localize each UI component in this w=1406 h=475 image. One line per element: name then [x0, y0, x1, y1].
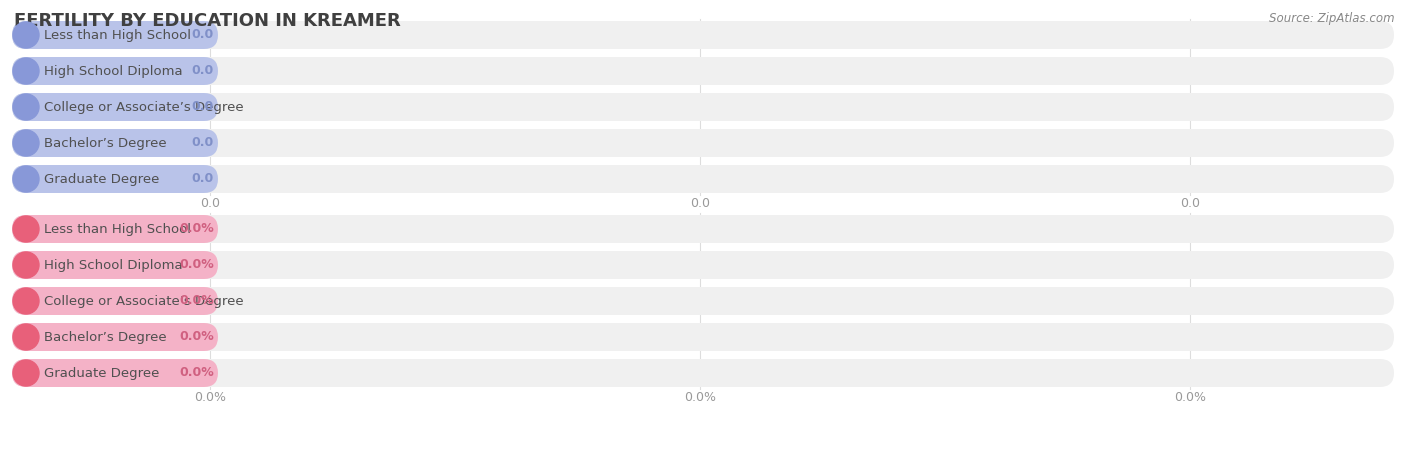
Circle shape	[13, 216, 39, 242]
Text: FERTILITY BY EDUCATION IN KREAMER: FERTILITY BY EDUCATION IN KREAMER	[14, 12, 401, 30]
Text: 0.0%: 0.0%	[1174, 391, 1206, 404]
Text: High School Diploma: High School Diploma	[44, 65, 183, 77]
Text: High School Diploma: High School Diploma	[44, 258, 183, 272]
Text: 0.0: 0.0	[191, 172, 214, 186]
FancyBboxPatch shape	[13, 251, 218, 279]
FancyBboxPatch shape	[13, 323, 218, 351]
Text: 0.0%: 0.0%	[179, 367, 214, 380]
FancyBboxPatch shape	[13, 251, 1393, 279]
Circle shape	[13, 130, 39, 156]
FancyBboxPatch shape	[13, 57, 1393, 85]
Text: Source: ZipAtlas.com: Source: ZipAtlas.com	[1270, 12, 1395, 25]
FancyBboxPatch shape	[13, 287, 1393, 315]
FancyBboxPatch shape	[13, 93, 1393, 121]
Text: 0.0: 0.0	[191, 65, 214, 77]
Text: College or Associate’s Degree: College or Associate’s Degree	[44, 101, 243, 114]
Text: Bachelor’s Degree: Bachelor’s Degree	[44, 331, 167, 343]
Text: 0.0: 0.0	[1180, 197, 1199, 210]
Text: Bachelor’s Degree: Bachelor’s Degree	[44, 136, 167, 150]
Text: 0.0%: 0.0%	[179, 258, 214, 272]
Circle shape	[13, 288, 39, 314]
FancyBboxPatch shape	[13, 359, 218, 387]
Text: 0.0%: 0.0%	[683, 391, 716, 404]
Text: 0.0%: 0.0%	[194, 391, 226, 404]
FancyBboxPatch shape	[13, 359, 1393, 387]
FancyBboxPatch shape	[13, 215, 218, 243]
FancyBboxPatch shape	[13, 21, 218, 49]
FancyBboxPatch shape	[13, 287, 218, 315]
FancyBboxPatch shape	[13, 57, 218, 85]
Text: Less than High School: Less than High School	[44, 222, 191, 236]
Text: 0.0: 0.0	[200, 197, 219, 210]
Circle shape	[13, 252, 39, 278]
Text: 0.0: 0.0	[191, 136, 214, 150]
Text: Less than High School: Less than High School	[44, 28, 191, 41]
Text: Graduate Degree: Graduate Degree	[44, 367, 159, 380]
Circle shape	[13, 94, 39, 120]
Circle shape	[13, 58, 39, 84]
Text: 0.0%: 0.0%	[179, 294, 214, 307]
Text: College or Associate’s Degree: College or Associate’s Degree	[44, 294, 243, 307]
FancyBboxPatch shape	[13, 165, 1393, 193]
Circle shape	[13, 22, 39, 48]
Text: 0.0%: 0.0%	[179, 331, 214, 343]
FancyBboxPatch shape	[13, 323, 1393, 351]
Circle shape	[13, 324, 39, 350]
Text: 0.0: 0.0	[690, 197, 710, 210]
FancyBboxPatch shape	[13, 129, 1393, 157]
FancyBboxPatch shape	[13, 129, 218, 157]
FancyBboxPatch shape	[13, 21, 1393, 49]
FancyBboxPatch shape	[13, 165, 218, 193]
Text: 0.0: 0.0	[191, 101, 214, 114]
FancyBboxPatch shape	[13, 215, 1393, 243]
Circle shape	[13, 166, 39, 192]
Text: Graduate Degree: Graduate Degree	[44, 172, 159, 186]
FancyBboxPatch shape	[13, 93, 218, 121]
Circle shape	[13, 360, 39, 386]
Text: 0.0: 0.0	[191, 28, 214, 41]
Text: 0.0%: 0.0%	[179, 222, 214, 236]
